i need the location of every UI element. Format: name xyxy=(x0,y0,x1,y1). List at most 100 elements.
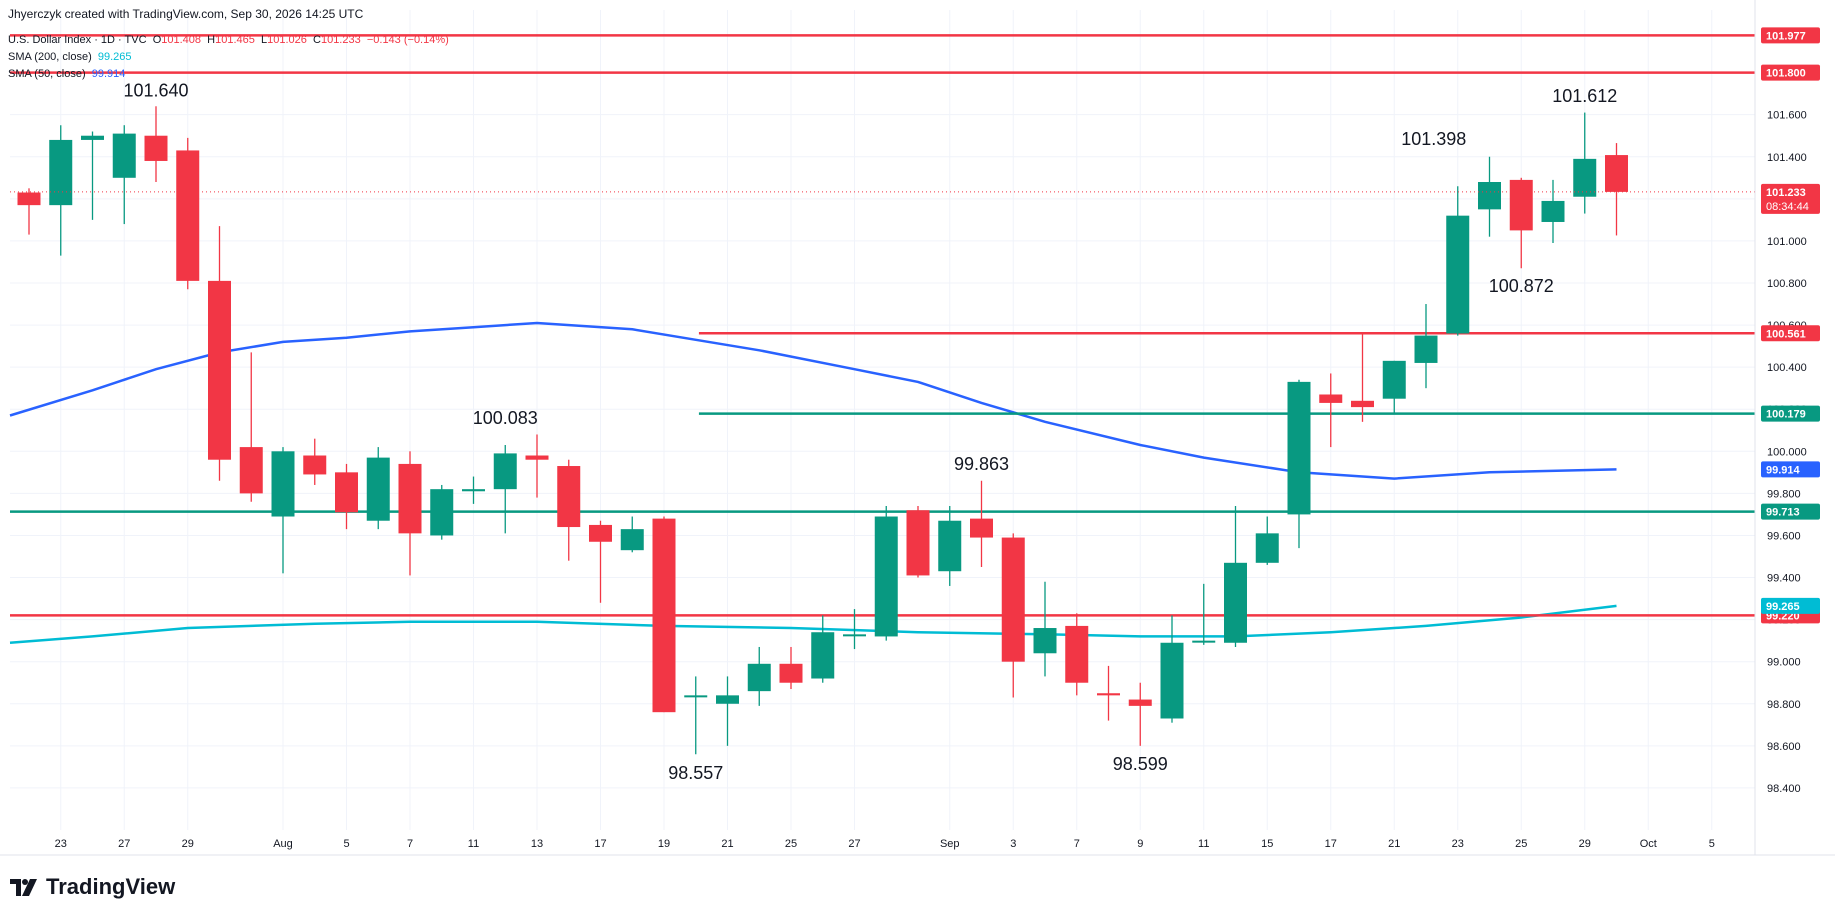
candle-body xyxy=(430,489,454,536)
x-tick-label: 17 xyxy=(594,838,606,850)
sma50-legend[interactable]: SMA (50, close) 99.914 xyxy=(8,68,125,80)
candle-body xyxy=(906,510,930,576)
y-tick-label: 101.000 xyxy=(1767,236,1807,248)
candle-body xyxy=(1160,642,1184,719)
tradingview-logo-icon xyxy=(10,879,37,896)
candle-body xyxy=(652,518,676,713)
candle-body xyxy=(557,466,581,528)
ohlc-legend: U.S. Dollar Index · 1D · TVC O101.408 H1… xyxy=(8,34,449,46)
open-value: 101.408 xyxy=(161,34,202,46)
high-value: 101.465 xyxy=(215,34,255,46)
x-tick-label: 7 xyxy=(407,838,413,850)
level-price-tag-bg xyxy=(1761,503,1820,520)
low-label: L xyxy=(260,34,268,46)
x-tick-label: Aug xyxy=(273,838,293,850)
candle-body xyxy=(1287,381,1311,515)
x-tick-label: 7 xyxy=(1074,838,1080,850)
price-axis[interactable]: 98.40098.60098.80099.00099.20099.40099.6… xyxy=(1754,0,1835,855)
time-axis[interactable]: 23 27 29 Aug 5 7 11 13 17 19 21 25 27 Sep 3 7 9 11 15 17 21 2… xyxy=(0,838,1835,856)
x-tick-label: Oct xyxy=(1640,838,1657,850)
candle-body xyxy=(1224,562,1247,643)
y-tick-label: 99.600 xyxy=(1767,530,1801,542)
x-tick-label: 11 xyxy=(1198,838,1209,850)
candle-body xyxy=(462,489,485,492)
tradingview-logo-text: TradingView xyxy=(46,874,176,899)
y-tick-label: 99.800 xyxy=(1767,488,1801,500)
last-price-tag-bg xyxy=(1761,183,1820,214)
sma200-value: 99.265 xyxy=(97,51,132,63)
x-tick-label: 15 xyxy=(1261,838,1273,850)
candle-body xyxy=(49,139,73,206)
x-tick-label: 23 xyxy=(55,838,67,850)
sma-price-tag: 99.265 xyxy=(1766,601,1800,613)
candle-body xyxy=(208,280,231,460)
y-tick-label: 100.800 xyxy=(1767,278,1807,290)
candle-body xyxy=(1065,625,1089,683)
candle-body xyxy=(144,135,168,161)
x-tick-label: 13 xyxy=(531,838,543,850)
y-tick-label: 98.800 xyxy=(1767,699,1801,711)
candle-body xyxy=(1351,400,1374,408)
candle-body xyxy=(303,455,327,475)
candle-body xyxy=(112,133,136,178)
candle-body xyxy=(970,518,993,538)
level-price-tag: 100.561 xyxy=(1766,328,1806,340)
candle-body xyxy=(1573,158,1597,197)
x-tick-label: 29 xyxy=(182,838,194,850)
high-label: H xyxy=(207,34,216,46)
x-tick-label: 23 xyxy=(1452,838,1464,850)
x-tick-label: 21 xyxy=(721,838,733,850)
candle-body xyxy=(366,457,390,521)
close-label: C xyxy=(313,34,321,46)
tradingview-logo[interactable]: TradingView xyxy=(10,874,175,900)
candle-body xyxy=(811,632,835,679)
candle-body xyxy=(1509,179,1533,231)
low-value: 101.026 xyxy=(267,34,307,46)
y-tick-label: 100.000 xyxy=(1767,446,1807,458)
candle-body xyxy=(335,472,358,513)
x-tick-label: 3 xyxy=(1010,838,1016,850)
y-tick-label: 101.600 xyxy=(1767,110,1807,122)
price-annotation: 98.557 xyxy=(668,763,723,783)
sma200-legend[interactable]: SMA (200, close) 99.265 xyxy=(8,51,132,63)
candle-body xyxy=(716,695,739,704)
candle-body xyxy=(1255,533,1279,563)
candle-body xyxy=(271,451,295,517)
price-annotation: 98.599 xyxy=(1113,754,1168,774)
price-annotation: 100.083 xyxy=(473,408,538,428)
level-price-tag-bg xyxy=(1761,64,1820,81)
price-annotation: 101.398 xyxy=(1401,129,1466,149)
price-annotation: 99.863 xyxy=(954,454,1009,474)
sma-price-tag-bg xyxy=(1761,461,1820,478)
candle-body xyxy=(684,695,708,698)
candle-body xyxy=(239,447,263,494)
change-value: −0.143 (−0.14%) xyxy=(366,34,449,46)
candle-body xyxy=(176,150,200,281)
x-tick-label: 27 xyxy=(118,838,130,850)
sma-price-tag-bg xyxy=(1761,597,1820,614)
sma50-value: 99.914 xyxy=(91,68,126,80)
level-price-tag-bg xyxy=(1761,405,1820,422)
candle-body xyxy=(1033,628,1057,654)
candle-body xyxy=(1382,360,1406,399)
open-label: O xyxy=(152,34,162,46)
candle-body xyxy=(525,455,549,460)
level-price-tag: 101.977 xyxy=(1766,30,1806,42)
candle-body xyxy=(1541,200,1565,222)
sma-price-tag: 99.914 xyxy=(1766,464,1801,476)
candle-body xyxy=(1414,335,1438,363)
x-tick-label: 21 xyxy=(1388,838,1400,850)
symbol-label[interactable]: U.S. Dollar Index · 1D · TVC xyxy=(8,34,147,46)
candle-body xyxy=(620,529,644,551)
y-tick-label: 98.600 xyxy=(1767,741,1801,753)
level-price-tag: 100.179 xyxy=(1766,409,1806,421)
x-tick-label: 29 xyxy=(1579,838,1591,850)
candle-body xyxy=(843,634,866,637)
sma200-label: SMA (200, close) xyxy=(8,51,92,63)
x-tick-label: 17 xyxy=(1325,838,1337,850)
countdown-timer: 08:34:44 xyxy=(1766,201,1809,213)
price-annotation: 101.612 xyxy=(1552,86,1617,106)
price-annotations: 101.640 100.083 98.557 99.863 98.599 101.398 1… xyxy=(123,80,1617,783)
x-tick-label: 5 xyxy=(1709,838,1715,850)
